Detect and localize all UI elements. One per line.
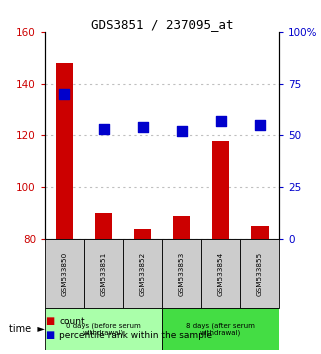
Text: GSM533853: GSM533853: [178, 251, 185, 296]
Bar: [201, 239, 240, 308]
Text: GSM533854: GSM533854: [218, 251, 224, 296]
Text: GSM533855: GSM533855: [257, 251, 263, 296]
Text: GSM533850: GSM533850: [61, 251, 67, 296]
Point: [101, 126, 106, 132]
Text: 0 days (before serum
withdrawal): 0 days (before serum withdrawal): [66, 322, 141, 336]
Title: GDS3851 / 237095_at: GDS3851 / 237095_at: [91, 18, 233, 31]
Point: [140, 124, 145, 130]
Bar: [95, 213, 112, 239]
Text: percentile rank within the sample: percentile rank within the sample: [59, 331, 213, 340]
Bar: [123, 239, 162, 308]
Point: [179, 129, 184, 134]
Bar: [251, 226, 269, 239]
Point: [257, 122, 262, 128]
Bar: [162, 239, 201, 308]
Text: time  ►: time ►: [9, 324, 45, 334]
Bar: [240, 239, 279, 308]
Point: [62, 91, 67, 97]
Bar: [212, 141, 230, 239]
Text: ■: ■: [45, 330, 54, 340]
Point: [218, 118, 223, 124]
Text: 8 days (after serum
withdrawal): 8 days (after serum withdrawal): [186, 322, 255, 336]
Text: GSM533852: GSM533852: [140, 251, 146, 296]
Bar: [173, 216, 190, 239]
Bar: [56, 63, 73, 239]
Text: count: count: [59, 317, 85, 326]
Bar: [45, 308, 162, 350]
Bar: [162, 308, 279, 350]
Bar: [134, 229, 152, 239]
Bar: [45, 239, 84, 308]
Text: GSM533851: GSM533851: [100, 251, 107, 296]
Text: ■: ■: [45, 316, 54, 326]
Bar: [84, 239, 123, 308]
